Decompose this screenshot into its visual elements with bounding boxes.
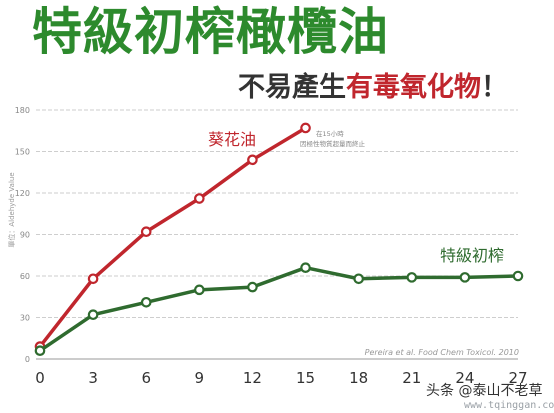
data-point-s2-21 <box>406 272 418 283</box>
x-tick-label-6: 6 <box>141 369 151 387</box>
subtitle: 不易產生有毒氧化物！ <box>238 70 508 106</box>
x-tick-label-15: 15 <box>296 369 315 387</box>
series-line-1 <box>38 126 307 348</box>
x-tick-label-27: 27 <box>508 369 527 387</box>
series-line-2 <box>39 265 519 353</box>
annotation-line-1: 在15小時 <box>316 129 344 138</box>
x-tick-label-0: 0 <box>35 369 45 387</box>
data-point-s1-15 <box>300 122 311 134</box>
data-point-s2-9 <box>194 284 205 296</box>
series-label-sunflower: 葵花油 <box>208 130 256 149</box>
subtitle-part-2: 有毒氧化物 <box>346 72 481 103</box>
page-title: 特級初榨橄欖油 <box>32 3 389 61</box>
data-point-s2-18 <box>353 273 364 285</box>
data-point-s2-12 <box>247 281 258 293</box>
y-tick-label-150: 150 <box>15 148 30 157</box>
data-point-s1-6 <box>140 226 152 238</box>
data-point-s1-12 <box>247 154 258 166</box>
data-point-s1-9 <box>194 193 205 204</box>
source-citation: Pereira et al. Food Chem Toxicol. 2010 <box>365 348 519 357</box>
x-tick-label-21: 21 <box>402 369 421 387</box>
y-tick-label-120: 120 <box>15 189 30 198</box>
data-point-s2-0 <box>34 345 46 356</box>
data-point-s2-6 <box>140 296 152 308</box>
y-axis-label: 單位：Aldehyde Value <box>7 172 16 247</box>
series-label-olive: 特級初榨 <box>440 246 504 265</box>
y-tick-label-0: 0 <box>25 355 30 364</box>
subtitle-part-1: 不易產生 <box>238 72 346 103</box>
x-tick-label-12: 12 <box>243 369 262 387</box>
data-point-s2-27 <box>512 270 524 282</box>
annotation-line-2: 因極性物質超量而終止 <box>300 139 366 148</box>
data-point-s2-24 <box>459 272 471 283</box>
watermark: www.tqinggan.com <box>464 400 554 411</box>
subtitle-part-3: ！ <box>481 72 508 103</box>
data-point-s2-3 <box>87 309 99 321</box>
x-tick-label-24: 24 <box>455 369 474 387</box>
y-tick-label-180: 180 <box>15 106 30 115</box>
data-point-s2-15 <box>300 262 311 273</box>
x-tick-label-18: 18 <box>349 369 368 387</box>
y-tick-label-30: 30 <box>20 314 30 323</box>
x-tick-label-9: 9 <box>195 369 205 387</box>
data-point-s1-3 <box>87 273 99 285</box>
y-tick-label-90: 90 <box>20 231 30 240</box>
credit-text: 头条 @泰山不老草 <box>426 383 543 399</box>
y-tick-label-60: 60 <box>20 272 30 281</box>
x-tick-label-3: 3 <box>88 369 98 387</box>
